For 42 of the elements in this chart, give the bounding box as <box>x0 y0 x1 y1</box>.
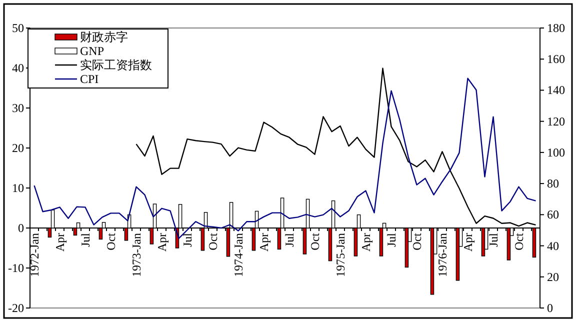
x-tick-label: Apr <box>358 233 373 252</box>
x-tick-label: 1976-Jan <box>435 233 450 277</box>
x-tick-label: Apr <box>52 233 67 252</box>
y-tick-label: 20 <box>12 141 24 155</box>
y-tick-label: 0 <box>18 221 24 235</box>
y2-tick-label: 140 <box>547 83 565 98</box>
y2-tick-label: 180 <box>547 21 565 35</box>
x-tick-label: 1974-Jan <box>231 233 246 277</box>
x-tick-label: 1975-Jan <box>333 233 348 277</box>
x-tick-label: Oct <box>512 232 526 250</box>
x-tick-label: Apr <box>154 233 169 252</box>
y2-tick-label: 0 <box>547 301 553 315</box>
x-tick-label: Apr <box>256 233 271 252</box>
y2-tick-label: 40 <box>547 238 559 253</box>
y-tick-label: 40 <box>12 61 24 75</box>
y2-tick-label: 160 <box>547 52 565 66</box>
x-tick-label: Oct <box>410 232 424 250</box>
x-tick-label: Jul <box>78 232 92 248</box>
x-tick-label: Oct <box>308 232 322 250</box>
x-tick-label: Jul <box>486 232 500 248</box>
y2-tick-label: 60 <box>547 208 559 222</box>
y2-tick-label: 80 <box>547 176 559 191</box>
y2-tick-label: 120 <box>547 114 565 128</box>
y-tick-label: -10 <box>8 261 24 275</box>
legend-label: GNP <box>80 44 104 58</box>
x-tick-label: Oct <box>104 232 118 250</box>
y2-tick-label: 100 <box>547 145 565 160</box>
y-tick-label: 10 <box>12 181 24 195</box>
legend-label: 财政赤字 <box>80 30 128 44</box>
x-tick-label: Apr <box>460 233 475 252</box>
x-tick-label: 1973-Jan <box>129 233 144 277</box>
y-tick-label: 50 <box>12 21 24 35</box>
y-tick-label: -20 <box>8 301 24 315</box>
x-tick-label: Jul <box>180 232 194 248</box>
x-tick-label: Oct <box>206 232 220 250</box>
x-tick-label: Jul <box>384 232 398 248</box>
legend-label: 实际工资指数 <box>80 58 152 72</box>
y-tick-label: 30 <box>12 101 24 115</box>
legend-label: CPI <box>80 72 99 86</box>
y2-tick-label: 20 <box>547 270 559 284</box>
x-tick-label: Jul <box>282 232 296 248</box>
x-tick-label: 1972-Jan <box>27 233 42 277</box>
